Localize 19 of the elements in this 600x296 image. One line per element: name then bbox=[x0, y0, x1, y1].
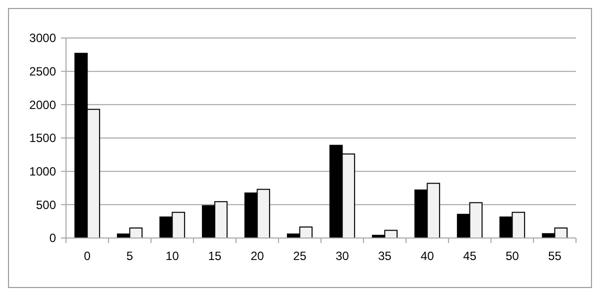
x-tick-label: 10 bbox=[166, 249, 180, 263]
y-tick-label: 500 bbox=[36, 198, 56, 212]
x-tick-label: 40 bbox=[420, 249, 434, 263]
x-tick-label: 55 bbox=[548, 249, 562, 263]
x-tick-label: 50 bbox=[506, 249, 520, 263]
y-tick-label: 1000 bbox=[29, 164, 56, 179]
y-tick-label: 0 bbox=[49, 231, 56, 246]
x-tick-label: 0 bbox=[84, 249, 91, 263]
x-tick-label: 45 bbox=[463, 249, 477, 263]
y-tick-label: 3000 bbox=[29, 31, 56, 46]
x-tick-label: 25 bbox=[293, 249, 307, 263]
y-tick-label: 1500 bbox=[29, 131, 56, 146]
x-tick-label: 30 bbox=[336, 249, 350, 263]
x-tick-label: 35 bbox=[378, 249, 392, 263]
y-tick-label: 2500 bbox=[29, 64, 56, 79]
x-tick-label: 15 bbox=[208, 249, 222, 263]
x-tick-label: 5 bbox=[126, 249, 134, 263]
x-tick-label: 20 bbox=[250, 249, 264, 263]
y-tick-label: 2000 bbox=[29, 98, 56, 112]
